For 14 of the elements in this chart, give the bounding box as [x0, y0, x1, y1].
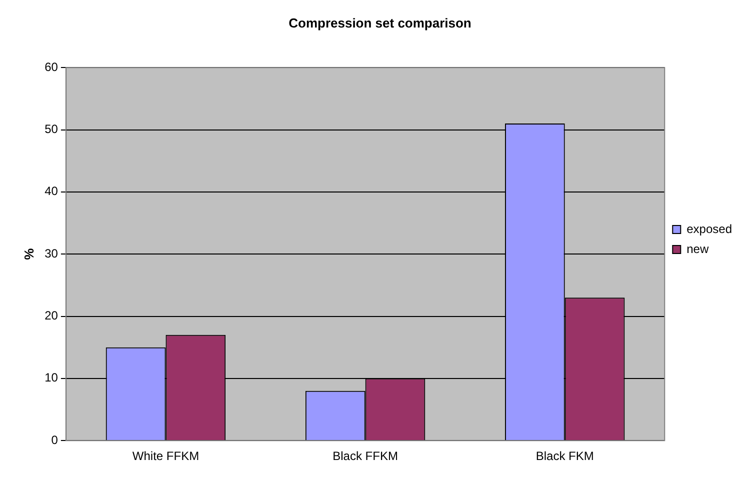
y-tick-label: 50 — [44, 122, 58, 136]
x-tick-label: Black FKM — [536, 449, 594, 464]
chart-title: Compression set comparison — [288, 15, 472, 30]
y-tick-label: 60 — [44, 60, 58, 74]
y-tick-label: 10 — [44, 370, 58, 385]
y-tick-label: 30 — [44, 246, 58, 260]
legend-label: new — [686, 242, 709, 256]
y-tick-label: 0 — [51, 432, 58, 447]
y-tick-label: 40 — [44, 184, 58, 198]
y-axis-title: % — [21, 248, 36, 260]
y-tick-label: 20 — [44, 308, 58, 323]
x-tick-label: Black FFKM — [332, 449, 398, 464]
x-tick-label: White FFKM — [132, 449, 200, 464]
legend-label: exposed — [686, 222, 732, 236]
